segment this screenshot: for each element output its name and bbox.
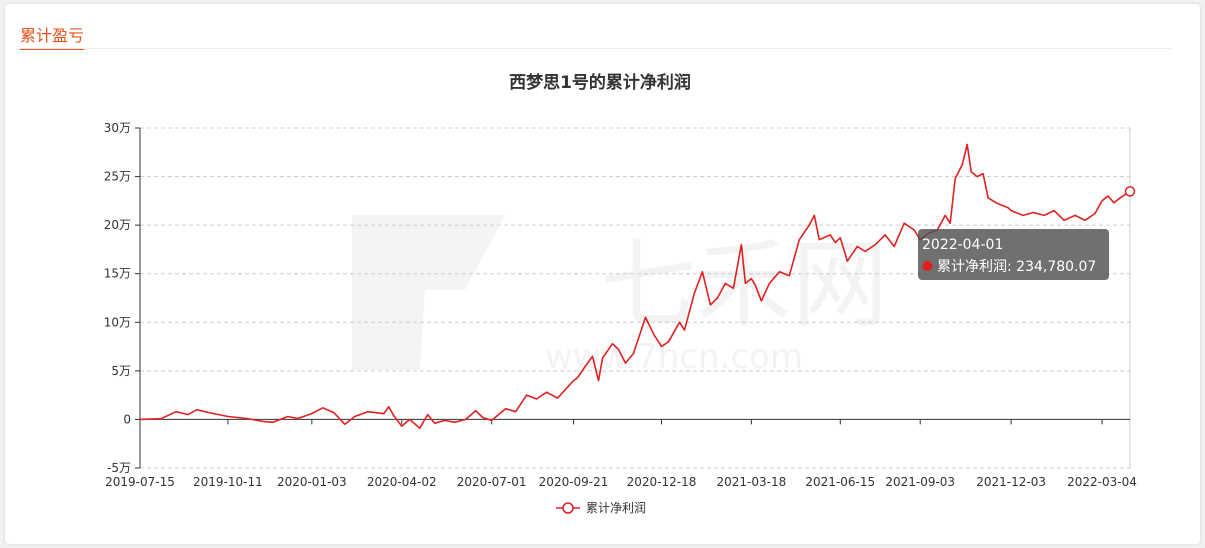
x-tick-label: 2022-03-04 [1067, 475, 1137, 489]
tooltip-value: 累计净利润: 234,780.07 [937, 259, 1096, 275]
legend-marker-icon[interactable] [562, 502, 574, 514]
section-divider [20, 48, 1172, 49]
y-tick-label: 0 [123, 412, 131, 426]
legend-label[interactable]: 累计净利润 [586, 501, 646, 515]
tooltip-date: 2022-04-01 [922, 237, 1003, 253]
x-tick-label: 2020-04-02 [367, 475, 437, 489]
grid-lines [140, 127, 1131, 469]
x-tick-label: 2019-10-11 [193, 475, 263, 489]
x-tick-label: 2020-09-21 [539, 475, 609, 489]
section-title: 累计盈亏 [20, 26, 85, 50]
watermark-url: www.7hcn.com [545, 337, 803, 377]
y-tick-label: 20万 [104, 218, 131, 232]
x-tick-label: 2021-03-18 [717, 475, 787, 489]
y-tick-label: 5万 [111, 364, 131, 378]
series-line[interactable] [139, 143, 1131, 429]
legend[interactable]: 累计净利润 [556, 501, 646, 515]
x-tick-label: 2020-12-18 [627, 475, 697, 489]
tooltip-series-dot-icon [922, 261, 933, 271]
y-tick-label: 15万 [104, 267, 131, 281]
axes: -5万 0 5万 10万 15万 20万 25万 30万 2019-07-15 2019-10-1… [104, 121, 1137, 489]
x-tick-label: 2019-07-15 [105, 475, 175, 489]
watermark-logo-icon [352, 215, 505, 370]
chart-title: 西梦思1号的累计净利润 [509, 72, 691, 93]
y-tick-label: -5万 [107, 461, 131, 475]
y-tick-label: 25万 [104, 170, 131, 184]
tooltip-box [918, 229, 1109, 280]
x-tick-label: 2020-01-03 [277, 475, 347, 489]
watermark: 七禾网 www.7hcn.com [352, 215, 888, 377]
y-tick-label: 30万 [104, 121, 131, 135]
x-tick-label: 2021-06-15 [805, 475, 875, 489]
y-tick-label: 10万 [104, 315, 131, 329]
series-layer [139, 143, 1136, 429]
x-tick-label: 2021-09-03 [885, 475, 955, 489]
x-tick-label: 2021-12-03 [976, 475, 1046, 489]
x-tick-label: 2020-07-01 [457, 475, 527, 489]
highlighted-point[interactable] [1124, 186, 1136, 197]
tooltip: 2022-04-01 累计净利润: 234,780.07 [918, 229, 1109, 280]
